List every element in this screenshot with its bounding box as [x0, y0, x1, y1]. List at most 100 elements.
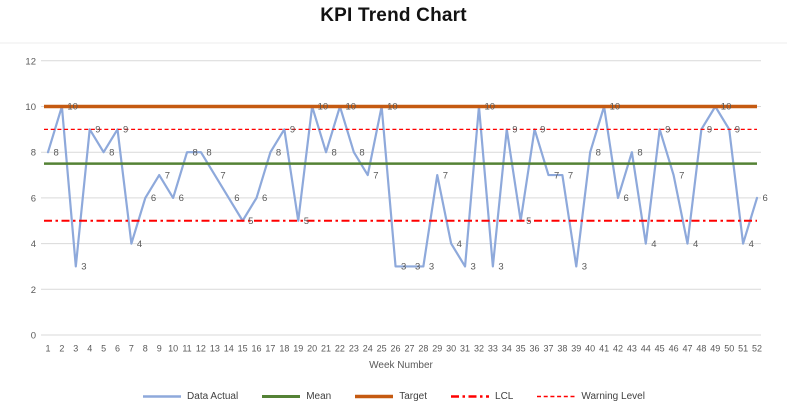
y-axis-tick-label: 0: [31, 331, 36, 342]
x-axis-tick-label: 7: [129, 344, 134, 354]
x-axis-tick-label: 25: [377, 344, 387, 354]
x-axis-tick-label: 38: [557, 344, 567, 354]
legend-label-warning-level: Warning Level: [581, 391, 645, 402]
x-axis-tick-label: 43: [627, 344, 637, 354]
x-axis-tick-label: 50: [724, 344, 734, 354]
data-label: 9: [707, 125, 712, 136]
data-label: 10: [721, 102, 732, 113]
data-label: 10: [387, 102, 398, 113]
legend-label-target: Target: [399, 391, 428, 402]
data-label: 4: [693, 239, 698, 250]
y-axis-tick-label: 12: [25, 56, 36, 67]
y-axis-tick-label: 10: [25, 102, 36, 113]
data-label: 6: [262, 193, 267, 204]
x-axis-tick-label: 45: [655, 344, 665, 354]
x-axis-tick-label: 13: [210, 344, 220, 354]
y-axis-tick-label: 2: [31, 285, 36, 296]
x-axis-title: Week Number: [369, 360, 433, 371]
x-axis-tick-label: 8: [143, 344, 148, 354]
data-label: 8: [276, 147, 281, 158]
data-label: 9: [665, 125, 670, 136]
x-axis-tick-label: 47: [682, 344, 692, 354]
x-axis-tick-label: 16: [252, 344, 262, 354]
data-label: 10: [484, 102, 495, 113]
y-axis-tick-label: 4: [31, 239, 36, 250]
legend: Data Actual Mean Target LCL Warning Leve…: [0, 391, 787, 402]
data-label: 7: [679, 170, 684, 181]
data-label: 7: [554, 170, 559, 181]
data-label: 9: [290, 125, 295, 136]
x-axis-tick-label: 5: [101, 344, 106, 354]
x-axis-tick-label: 17: [265, 344, 275, 354]
data-label: 8: [332, 147, 337, 158]
x-axis-tick-label: 18: [279, 344, 289, 354]
x-axis-tick-label: 51: [738, 344, 748, 354]
legend-swatch-mean: [262, 395, 301, 398]
data-label: 7: [220, 170, 225, 181]
data-label: 5: [304, 216, 309, 227]
data-label: 7: [165, 170, 170, 181]
data-label: 8: [54, 147, 59, 158]
data-label: 9: [735, 125, 740, 136]
x-axis-tick-label: 28: [418, 344, 428, 354]
legend-item-lcl: LCL: [450, 391, 513, 402]
data-label: 10: [67, 102, 78, 113]
legend-swatch-target: [355, 394, 394, 399]
data-label: 5: [526, 216, 531, 227]
legend-item-warning-level: Warning Level: [536, 391, 645, 402]
data-label: 3: [81, 262, 86, 273]
data-label: 10: [345, 102, 356, 113]
x-axis-tick-label: 36: [530, 344, 540, 354]
x-axis-tick-label: 12: [196, 344, 206, 354]
x-axis-tick-label: 6: [115, 344, 120, 354]
reference-lines: [44, 104, 757, 222]
x-axis-tick-label: 31: [460, 344, 470, 354]
legend-swatch-data-actual: [143, 395, 182, 398]
x-axis-tick-label: 3: [73, 344, 78, 354]
data-label: 7: [568, 170, 573, 181]
x-axis-tick-label: 24: [363, 344, 373, 354]
x-axis-tick-label: 10: [168, 344, 178, 354]
x-axis-tick-label: 46: [669, 344, 679, 354]
x-axis-tick-label: 4: [87, 344, 92, 354]
data-label: 4: [457, 239, 462, 250]
data-label: 10: [318, 102, 329, 113]
data-label: 3: [582, 262, 587, 273]
data-label: 3: [415, 262, 420, 273]
data-label: 6: [234, 193, 239, 204]
data-label: 7: [373, 170, 378, 181]
x-axis-tick-label: 48: [696, 344, 706, 354]
x-axis-tick-label: 19: [293, 344, 303, 354]
x-axis-tick-label: 42: [613, 344, 623, 354]
data-label: 10: [610, 102, 621, 113]
legend-item-mean: Mean: [261, 391, 331, 402]
data-label: 4: [749, 239, 754, 250]
x-axis-tick-label: 33: [488, 344, 498, 354]
data-label: 7: [443, 170, 448, 181]
chart-title: KPI Trend Chart: [320, 5, 467, 26]
data-label: 6: [151, 193, 156, 204]
x-axis-tick-label: 1: [45, 344, 50, 354]
x-axis-tick-label: 20: [307, 344, 317, 354]
data-label: 9: [540, 125, 545, 136]
x-axis-tick-label: 35: [516, 344, 526, 354]
legend-swatch-lcl: [451, 395, 490, 398]
data-label: 6: [179, 193, 184, 204]
legend-label-lcl: LCL: [495, 391, 514, 402]
gridlines: [41, 60, 761, 336]
data-series-line: [46, 105, 759, 268]
legend-item-target: Target: [354, 391, 427, 402]
data-label: 4: [651, 239, 656, 250]
x-axis-tick-label: 30: [446, 344, 456, 354]
y-axis-tick-label: 8: [31, 148, 36, 159]
legend-swatch-warning-level: [537, 395, 576, 398]
data-label: 6: [763, 193, 768, 204]
x-axis-tick-label: 44: [641, 344, 651, 354]
data-label: 5: [248, 216, 253, 227]
x-axis-tick-label: 14: [224, 344, 234, 354]
x-axis-tick-label: 2: [59, 344, 64, 354]
x-axis-tick-label: 52: [752, 344, 762, 354]
x-axis-tick-label: 23: [349, 344, 359, 354]
